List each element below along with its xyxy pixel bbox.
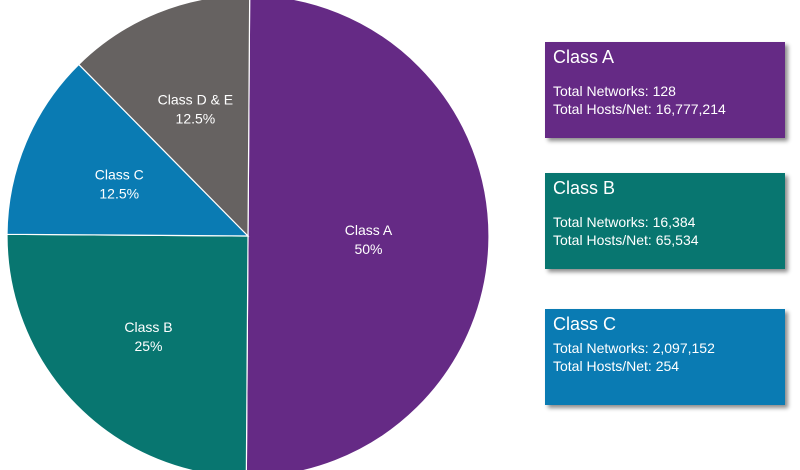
card-networks: Total Networks: 128 [553, 83, 676, 99]
card-title: Class C [553, 314, 617, 334]
pie-slice-class-d-e [77, 0, 251, 238]
card-hosts: Total Hosts/Net: 254 [553, 358, 680, 374]
card-hosts: Total Hosts/Net: 65,534 [553, 232, 699, 248]
pie-chart: Class A 50% Class B 25% Class C 12.5% Class D … [6, 0, 490, 470]
slice-name-label: Class C [95, 167, 144, 183]
slice-percent-label: 50% [354, 241, 382, 257]
slice-name-label: Class B [124, 319, 172, 335]
card-title: Class A [553, 47, 615, 67]
class-b-card: Class B Total Networks: 16,384 Total Hos… [545, 173, 785, 269]
slice-percent-label: 12.5% [176, 110, 216, 126]
card-title: Class B [553, 178, 616, 198]
pie-slice-class-a [245, 0, 490, 470]
card-networks: Total Networks: 16,384 [553, 214, 696, 230]
pie-slice-class-b [6, 233, 249, 470]
slice-name-label: Class A [345, 222, 393, 238]
card-networks: Total Networks: 2,097,152 [553, 340, 715, 356]
slice-percent-label: 12.5% [99, 186, 139, 202]
class-a-card: Class A Total Networks: 128 Total Hosts/… [545, 42, 785, 138]
pie-slice-class-c [6, 63, 250, 237]
class-c-card: Class C Total Networks: 2,097,152 Total … [545, 309, 785, 405]
slice-percent-label: 25% [134, 338, 162, 354]
card-hosts: Total Hosts/Net: 16,777,214 [553, 101, 726, 117]
slice-name-label: Class D & E [158, 91, 233, 107]
